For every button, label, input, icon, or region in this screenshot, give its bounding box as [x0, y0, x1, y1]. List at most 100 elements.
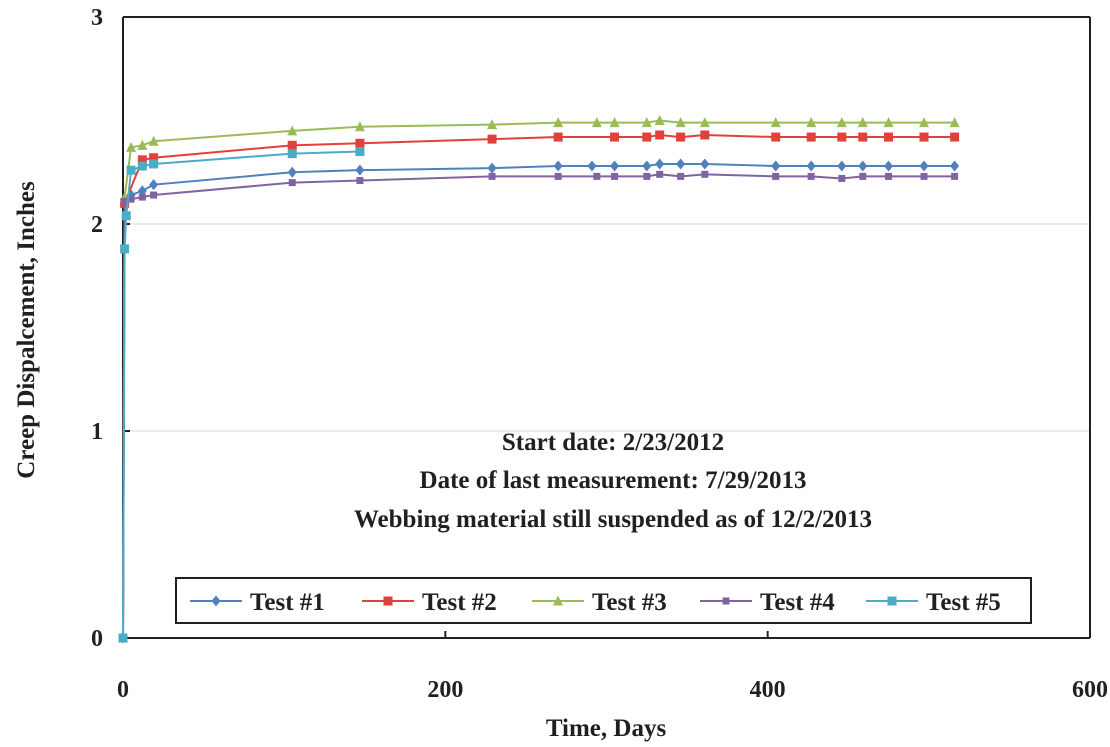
series-line-test-5: [122, 150, 360, 639]
y-tick-label: 2: [91, 212, 103, 238]
data-point-test-2: [287, 140, 297, 150]
data-point-test-5: [121, 211, 131, 221]
legend-label-test-2: Test #2: [422, 589, 497, 616]
data-point-test-2: [610, 132, 620, 142]
data-point-test-1: [149, 179, 159, 191]
data-point-test-3: [641, 117, 652, 128]
data-point-test-4: [838, 174, 846, 182]
data-point-test-3: [287, 125, 298, 136]
data-point-test-4: [356, 177, 364, 185]
legend-marker-test-1: [211, 595, 221, 607]
data-point-test-4: [951, 172, 959, 180]
data-point-test-4: [611, 172, 619, 180]
data-point-test-1: [587, 160, 597, 172]
data-point-test-1: [919, 160, 929, 172]
data-point-test-4: [643, 172, 651, 180]
data-point-test-3: [137, 139, 148, 150]
annotation-still-suspended: Webbing material still suspended as of 1…: [354, 506, 872, 533]
data-point-test-5: [137, 161, 147, 171]
annotation-last-measurement: Date of last measurement: 7/29/2013: [420, 467, 807, 494]
data-point-test-1: [858, 160, 868, 172]
data-point-test-1: [676, 158, 686, 170]
data-point-test-4: [859, 172, 867, 180]
series-test-1: [118, 158, 960, 644]
data-point-test-1: [287, 166, 297, 178]
data-point-test-2: [149, 153, 159, 163]
plot-area: [123, 17, 1090, 638]
data-point-test-3: [354, 121, 365, 132]
legend-label-test-4: Test #4: [760, 589, 835, 616]
data-point-test-2: [553, 132, 563, 142]
y-tick-label: 1: [91, 419, 103, 445]
data-point-test-4: [288, 179, 296, 187]
y-tick-label: 0: [91, 626, 103, 652]
data-point-test-1: [610, 160, 620, 172]
data-point-test-3: [836, 117, 847, 128]
data-point-test-3: [918, 117, 929, 128]
data-point-test-1: [642, 160, 652, 172]
data-point-test-4: [656, 170, 664, 178]
data-point-test-1: [355, 164, 365, 176]
data-point-test-4: [701, 170, 709, 178]
data-point-test-4: [920, 172, 928, 180]
x-tick-label: 600: [1072, 677, 1108, 703]
legend-label-test-1: Test #1: [250, 589, 325, 616]
data-point-test-4: [677, 172, 685, 180]
series-test-5: [118, 147, 365, 643]
legend-marker-test-5: [887, 596, 897, 606]
data-point-test-4: [127, 195, 135, 203]
data-point-test-3: [609, 117, 620, 128]
legend-marker-test-4: [722, 597, 730, 605]
data-point-test-4: [488, 172, 496, 180]
data-point-test-5: [120, 244, 130, 254]
data-point-test-2: [676, 132, 686, 142]
data-point-test-1: [700, 158, 710, 170]
data-point-test-5: [126, 165, 136, 175]
x-tick-label: 200: [427, 677, 463, 703]
data-point-test-4: [150, 191, 158, 199]
data-point-test-5: [118, 633, 128, 643]
series-test-2: [118, 130, 960, 643]
data-point-test-3: [699, 117, 710, 128]
legend-label-test-5: Test #5: [926, 589, 1001, 616]
data-point-test-1: [806, 160, 816, 172]
data-point-test-2: [837, 132, 847, 142]
data-point-test-2: [655, 130, 665, 140]
series-line-test-4: [122, 173, 955, 639]
legend-marker-test-2: [383, 596, 393, 606]
data-point-test-1: [553, 160, 563, 172]
data-point-test-3: [770, 117, 781, 128]
data-point-test-2: [858, 132, 868, 142]
data-point-test-2: [487, 134, 497, 144]
data-point-test-5: [149, 159, 159, 169]
data-point-test-4: [593, 172, 601, 180]
data-point-test-2: [137, 155, 147, 165]
data-point-test-3: [949, 117, 960, 128]
data-point-test-4: [121, 197, 129, 205]
x-axis-title: Time, Days: [546, 715, 667, 742]
data-point-test-1: [884, 160, 894, 172]
data-point-test-5: [287, 149, 297, 159]
data-point-test-2: [355, 138, 365, 148]
data-point-test-3: [148, 135, 159, 146]
data-point-test-3: [857, 117, 868, 128]
data-point-test-2: [919, 132, 929, 142]
legend-marker-test-3: [553, 595, 563, 606]
data-point-test-4: [554, 172, 562, 180]
series-line-test-3: [122, 119, 955, 639]
data-point-test-3: [487, 119, 498, 130]
data-point-test-3: [675, 117, 686, 128]
data-point-test-4: [807, 172, 815, 180]
data-point-test-4: [772, 172, 780, 180]
annotation-start-date: Start date: 2/23/2012: [502, 429, 724, 456]
data-point-test-1: [950, 160, 960, 172]
data-point-test-4: [885, 172, 893, 180]
x-tick-label: 400: [750, 677, 786, 703]
data-point-test-3: [553, 117, 564, 128]
data-point-test-3: [591, 117, 602, 128]
data-point-test-2: [884, 132, 894, 142]
data-point-test-2: [950, 132, 960, 142]
x-tick-label: 0: [117, 677, 129, 703]
data-point-test-2: [642, 132, 652, 142]
